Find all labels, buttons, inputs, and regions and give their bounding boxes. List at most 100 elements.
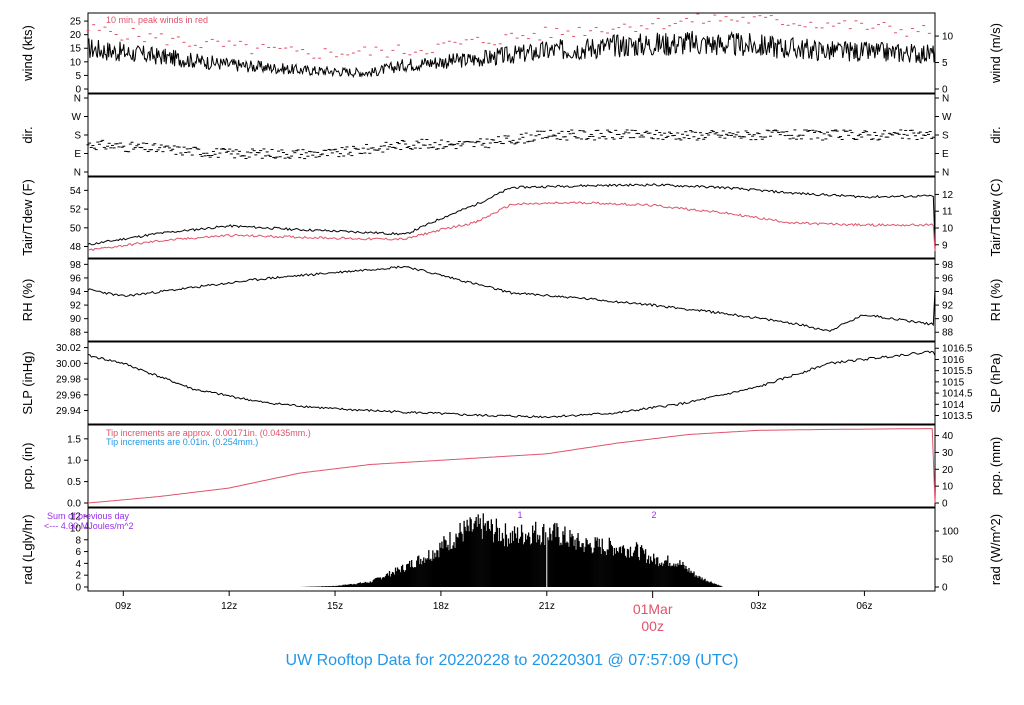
panel-frame-pcp <box>87 424 936 508</box>
wind-speed-line <box>87 30 936 79</box>
right-tick-label: 12 <box>942 190 954 201</box>
left-tick-label: 6 <box>75 547 81 558</box>
right-tick-label: 92 <box>942 301 954 312</box>
left-tick-label: N <box>74 168 81 179</box>
left-tick-label: 0.0 <box>67 499 81 510</box>
left-tick-label: 54 <box>70 186 82 197</box>
left-tick-label: 88 <box>70 328 82 339</box>
time-tick-label: 06z <box>856 601 872 612</box>
right-tick-label: E <box>942 149 949 160</box>
right-tick-label: 0 <box>942 85 948 96</box>
time-tick-label: 03z <box>750 601 766 612</box>
pcp-line <box>87 428 936 504</box>
right-tick-label: 1016.5 <box>942 344 973 355</box>
right-tick-label: 1014.5 <box>942 389 973 400</box>
left-tick-label: 4 <box>75 559 81 570</box>
time-tick-label: 09z <box>115 601 131 612</box>
left-tick-label: 5 <box>75 71 81 82</box>
right-tick-label: 1015.5 <box>942 366 973 377</box>
left-tick-label: 0 <box>75 85 81 96</box>
right-tick-label: 0 <box>942 499 948 510</box>
left-tick-label: 30.02 <box>56 343 81 354</box>
left-tick-label: 15 <box>70 44 82 55</box>
left-tick-label: 29.96 <box>56 390 81 401</box>
left-tick-label: 52 <box>70 205 82 216</box>
panel-right-label: pcp. (mm) <box>988 437 1003 496</box>
left-tick-label: 90 <box>70 314 82 325</box>
wind-peak-note: 10 min. peak winds in red <box>106 15 208 25</box>
right-tick-label: 10 <box>942 32 954 43</box>
right-tick-label: 1015 <box>942 377 965 388</box>
panel-right-label: SLP (hPa) <box>988 353 1003 413</box>
panel-frame-rad <box>87 507 936 592</box>
right-tick-label: 5 <box>942 58 948 69</box>
right-tick-label: W <box>942 112 952 123</box>
right-tick-label: 90 <box>942 314 954 325</box>
panel-right-label: rad (W/m^2) <box>988 514 1003 585</box>
pcp-note-tip-exact: Tip increments are 0.01in. (0.254mm.) <box>106 437 258 447</box>
right-tick-label: N <box>942 94 949 105</box>
panel-left-label: RH (%) <box>20 279 35 322</box>
right-tick-label: 11 <box>942 207 953 218</box>
panel-frame-slp <box>87 341 936 425</box>
right-tick-label: 40 <box>942 431 954 442</box>
right-tick-label: 1016 <box>942 355 965 366</box>
panel-right-label: wind (m/s) <box>988 23 1003 84</box>
left-tick-label: 10 <box>70 57 82 68</box>
day-sub-label: 00z <box>641 618 664 634</box>
panel-left-label: wind (kts) <box>20 25 35 82</box>
rh-line <box>87 265 936 332</box>
left-tick-label: 94 <box>70 287 82 298</box>
panel-frame-rh <box>87 258 936 342</box>
rad-sum-value: <--- 4.00 MJoules/m^2 <box>44 521 134 531</box>
right-tick-label: 100 <box>942 527 959 538</box>
right-tick-label: 10 <box>942 482 954 493</box>
rad-sum-note: Sum of previous day <box>47 511 130 521</box>
right-tick-label: 10 <box>942 223 954 234</box>
right-tick-label: 9 <box>942 240 948 251</box>
left-tick-label: 29.98 <box>56 375 81 386</box>
right-tick-label: 94 <box>942 287 954 298</box>
panel-left-label: pcp. (in) <box>20 443 35 490</box>
right-tick-label: 98 <box>942 260 954 271</box>
left-tick-label: 10 <box>70 523 82 534</box>
panel-left-label: SLP (inHg) <box>20 351 35 414</box>
right-tick-label: N <box>942 168 949 179</box>
left-tick-label: 0 <box>75 583 81 594</box>
chart-title: UW Rooftop Data for 20220228 to 20220301… <box>286 652 739 669</box>
panel-left-label: Tair/Tdew (F) <box>20 179 35 256</box>
left-tick-label: 50 <box>70 223 82 234</box>
panel-right-label: dir. <box>988 126 1003 143</box>
left-tick-label: 1.5 <box>67 434 81 445</box>
right-tick-label: 50 <box>942 555 954 566</box>
panel-right-label: RH (%) <box>988 279 1003 322</box>
left-tick-label: 48 <box>70 242 82 253</box>
left-tick-label: 0.5 <box>67 477 81 488</box>
tair-line <box>87 183 936 246</box>
right-tick-label: 20 <box>942 465 954 476</box>
left-tick-label: E <box>74 149 81 160</box>
left-tick-label: 92 <box>70 301 82 312</box>
left-tick-label: W <box>72 112 82 123</box>
rad-marker-1: 1 <box>517 510 522 520</box>
left-tick-label: 25 <box>70 17 82 28</box>
slp-line <box>87 350 936 419</box>
left-tick-label: 12 <box>70 512 82 523</box>
tdew-line <box>87 201 936 252</box>
right-tick-label: 30 <box>942 448 954 459</box>
left-tick-label: 30.00 <box>56 359 81 370</box>
right-tick-label: 1013.5 <box>942 411 973 422</box>
left-tick-label: 2 <box>75 571 81 582</box>
left-tick-label: S <box>74 131 81 142</box>
left-tick-label: 29.94 <box>56 406 81 417</box>
left-tick-label: N <box>74 94 81 105</box>
left-tick-label: 98 <box>70 260 82 271</box>
pcp-note-tip-approx: Tip increments are approx. 0.00171in. (0… <box>106 428 311 438</box>
time-tick-label: 12z <box>221 601 237 612</box>
left-tick-label: 20 <box>70 30 82 41</box>
panel-frame-temp <box>87 176 936 259</box>
right-tick-label: 1014 <box>942 400 965 411</box>
panel-frame-dir <box>87 93 936 177</box>
